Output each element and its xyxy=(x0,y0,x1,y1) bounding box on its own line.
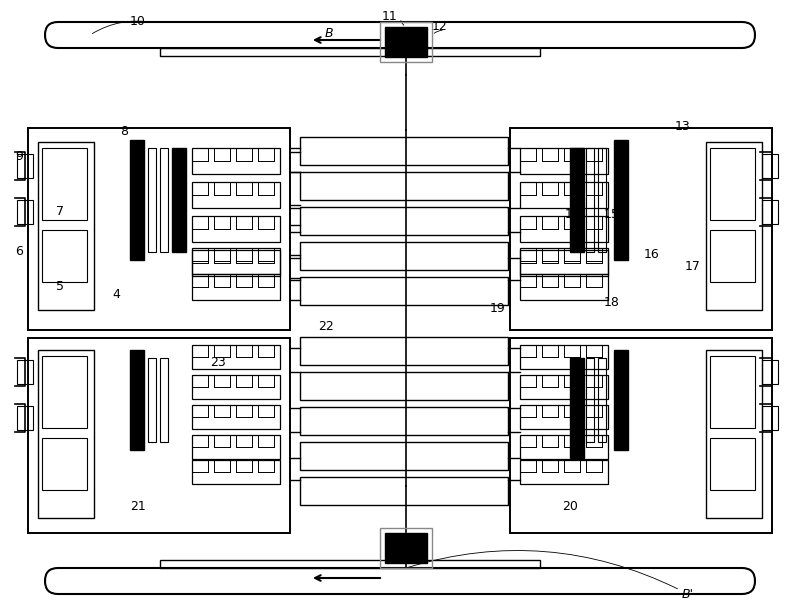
Text: 14: 14 xyxy=(565,208,581,221)
Text: 19: 19 xyxy=(490,302,506,315)
Bar xyxy=(17,154,33,178)
Bar xyxy=(300,137,508,165)
Bar xyxy=(192,216,280,242)
Bar xyxy=(17,200,33,224)
Bar xyxy=(710,356,755,428)
Bar xyxy=(148,358,156,442)
Bar xyxy=(510,128,772,330)
Text: B': B' xyxy=(682,588,694,601)
Bar xyxy=(192,345,280,369)
Text: 13: 13 xyxy=(675,120,690,133)
Bar xyxy=(42,148,87,220)
Bar xyxy=(130,350,144,450)
Bar xyxy=(520,405,608,429)
Bar xyxy=(300,172,508,200)
Text: 15: 15 xyxy=(604,208,620,221)
Bar xyxy=(300,477,508,505)
Text: 10: 10 xyxy=(130,15,146,28)
Bar xyxy=(160,148,168,252)
Bar xyxy=(710,148,755,220)
Text: 8: 8 xyxy=(120,125,128,138)
Bar xyxy=(762,154,778,178)
Text: B: B xyxy=(325,27,334,40)
Bar xyxy=(520,216,608,242)
Bar xyxy=(706,350,762,518)
Bar xyxy=(710,230,755,282)
Bar xyxy=(42,230,87,282)
Bar xyxy=(520,250,608,276)
Bar xyxy=(385,533,427,563)
Bar xyxy=(192,405,280,429)
Bar xyxy=(300,207,508,235)
Bar xyxy=(520,460,608,484)
Text: 5: 5 xyxy=(56,280,64,293)
Text: 17: 17 xyxy=(685,260,701,273)
Text: 16: 16 xyxy=(644,248,660,261)
Bar xyxy=(706,142,762,310)
Bar xyxy=(710,438,755,490)
Bar xyxy=(148,148,156,252)
Bar xyxy=(385,27,427,57)
Bar xyxy=(520,345,608,369)
Bar xyxy=(586,148,594,252)
Text: 20: 20 xyxy=(562,500,578,513)
Bar xyxy=(598,148,606,252)
Bar xyxy=(520,182,608,208)
Bar xyxy=(28,338,290,533)
Bar xyxy=(192,375,280,399)
Bar xyxy=(42,356,87,428)
Bar xyxy=(570,358,584,458)
Text: 23: 23 xyxy=(210,356,226,369)
Bar xyxy=(520,248,608,274)
Bar xyxy=(28,128,290,330)
Text: 22: 22 xyxy=(318,320,334,333)
Bar xyxy=(520,435,608,459)
Text: 7: 7 xyxy=(56,205,64,218)
Text: 12: 12 xyxy=(432,20,448,33)
Text: 4: 4 xyxy=(112,288,120,301)
Bar xyxy=(614,350,628,450)
Bar xyxy=(380,528,432,568)
Bar xyxy=(300,407,508,435)
Text: 18: 18 xyxy=(604,296,620,309)
Bar xyxy=(300,277,508,305)
Text: 11: 11 xyxy=(382,10,398,23)
Bar xyxy=(300,372,508,400)
Bar xyxy=(160,358,168,442)
Bar xyxy=(520,148,608,174)
Bar xyxy=(614,140,628,260)
Bar xyxy=(160,48,540,56)
Bar xyxy=(192,182,280,208)
Bar xyxy=(762,406,778,430)
Bar xyxy=(598,358,606,442)
Bar xyxy=(586,358,594,442)
Bar xyxy=(38,350,94,518)
Text: 6: 6 xyxy=(15,245,23,258)
Bar xyxy=(192,435,280,459)
Bar xyxy=(300,442,508,470)
Bar xyxy=(38,142,94,310)
Bar xyxy=(520,274,608,300)
Bar xyxy=(17,406,33,430)
Bar xyxy=(762,200,778,224)
Bar xyxy=(172,148,186,252)
Bar xyxy=(300,242,508,270)
Bar xyxy=(192,250,280,276)
Bar xyxy=(17,360,33,384)
Bar xyxy=(160,560,540,568)
Bar xyxy=(130,140,144,260)
Bar xyxy=(192,460,280,484)
Bar xyxy=(762,360,778,384)
Bar xyxy=(510,338,772,533)
Bar xyxy=(192,274,280,300)
Bar xyxy=(380,22,432,62)
Bar xyxy=(520,375,608,399)
Bar xyxy=(300,337,508,365)
Bar xyxy=(570,148,584,252)
Bar xyxy=(192,248,280,274)
Text: 9: 9 xyxy=(15,150,23,163)
Bar xyxy=(42,438,87,490)
Bar xyxy=(192,148,280,174)
Text: 21: 21 xyxy=(130,500,146,513)
